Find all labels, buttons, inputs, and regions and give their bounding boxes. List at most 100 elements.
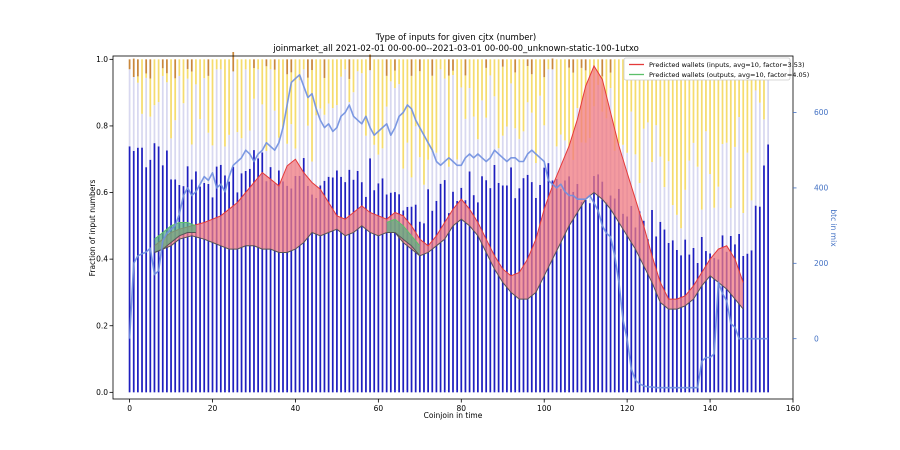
bar-remix [497,148,500,183]
bar-fresh [360,182,363,393]
band-outputs-1-upper-line [386,218,421,247]
bar-fresh [248,168,251,393]
bar-rare [265,59,268,67]
bar-remix [526,102,529,175]
bar-remix [145,77,148,168]
bar-other [145,73,148,78]
bar-remix [153,105,156,144]
bar-remix [302,69,305,159]
bar-other [700,68,703,210]
btc-in-mix-line [128,74,769,389]
bar-other [389,59,392,82]
bar-other [460,59,463,88]
bar-other [576,59,579,109]
bar-remix [340,76,342,177]
bar-other [543,77,546,126]
y-tick-label: 1.0 [96,55,108,64]
chart-title: Type of inputs for given cjtx (number) [375,33,537,43]
bar-other [692,67,695,143]
bar-fresh [344,182,347,393]
x-tick-label: 100 [537,404,552,413]
bar-remix [253,98,255,151]
bar-fresh [754,205,757,393]
plot-area [128,52,769,393]
bar-other [431,75,434,152]
bar-other [141,59,143,114]
bar-remix [435,152,438,201]
bar-fresh [580,201,583,393]
bar-remix [717,186,720,260]
bar-fresh [410,206,413,393]
bar-other [489,59,492,76]
bar-other [613,59,616,151]
legend-frame [623,57,791,81]
bar-rare [207,59,210,76]
bar-fresh [398,194,400,393]
bar-remix [190,144,193,180]
bar-remix [767,69,769,145]
bar-other [174,78,177,121]
bar-remix [713,207,716,259]
bar-other [253,68,255,99]
x-tick-label: 40 [291,404,301,413]
bar-fresh [203,182,206,393]
bar-remix [659,156,662,222]
bar-remix [170,138,172,180]
bar-remix [738,117,740,234]
bar-remix [489,75,492,189]
bar-fresh [327,176,330,393]
bar-remix [535,163,537,198]
bar-remix [282,127,284,182]
bar-fresh [348,169,351,393]
bar-fresh [551,180,554,393]
bar-other [352,59,355,93]
bar-other [501,66,504,136]
y-axis-ticks: 0.0 0.2 0.4 0.6 0.8 1.0 [96,55,113,397]
bar-other [526,65,529,103]
bar-remix [543,125,546,168]
bar-rare [145,59,148,74]
bar-remix [551,69,554,181]
bar-rare [464,59,467,76]
bar-remix [319,108,322,186]
bar-fresh [547,163,550,393]
bar-other [763,59,765,120]
bar-remix [261,104,264,153]
bar-fresh [174,179,177,393]
bar-fresh [609,195,612,393]
chart-subtitle: joinmarket_all 2021-02-01 00-00-00--2021… [272,44,639,54]
bar-remix [447,166,450,214]
right-tick-label: 200 [814,259,829,268]
y-tick-label: 0.6 [96,188,108,197]
bar-rare [452,59,454,71]
bar-fresh [340,176,342,393]
bar-fresh [331,177,334,393]
bar-remix [331,108,334,178]
bar-remix [555,146,558,179]
bar-rare [290,59,293,73]
bar-fresh [240,173,243,393]
bar-other [190,71,193,145]
bar-other [269,59,272,70]
bar-other [539,59,541,96]
band-outputs-1-fill [386,219,420,256]
band-outputs-0-fill [154,222,196,253]
bar-remix [547,69,550,164]
bar-rare [410,59,413,76]
bar-other [688,59,691,161]
bar-other [381,59,384,149]
bar-fresh [460,187,463,393]
bar-fresh [767,144,769,393]
bar-fresh [717,259,720,393]
bar-fresh [365,196,367,393]
bar-other [506,59,508,127]
bar-remix [746,152,749,254]
bar-other [211,59,214,146]
bar-remix [141,113,143,148]
bar-other [219,59,222,70]
legend-label-outputs: Predicted wallets (outputs, avg=10, fact… [649,71,809,79]
bar-other [555,59,558,147]
bar-remix [360,73,363,183]
bar-remix [157,102,160,147]
bar-fresh [336,170,338,393]
